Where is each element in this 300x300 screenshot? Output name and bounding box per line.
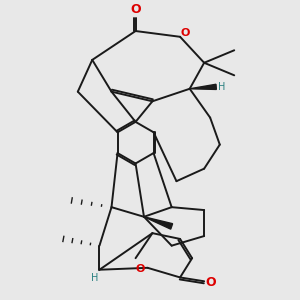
Polygon shape bbox=[190, 84, 216, 89]
Text: O: O bbox=[206, 276, 216, 289]
Text: H: H bbox=[91, 273, 98, 283]
Text: H: H bbox=[218, 82, 225, 92]
Text: O: O bbox=[135, 264, 145, 274]
Text: O: O bbox=[130, 2, 141, 16]
Polygon shape bbox=[144, 217, 172, 229]
Text: O: O bbox=[181, 28, 190, 38]
